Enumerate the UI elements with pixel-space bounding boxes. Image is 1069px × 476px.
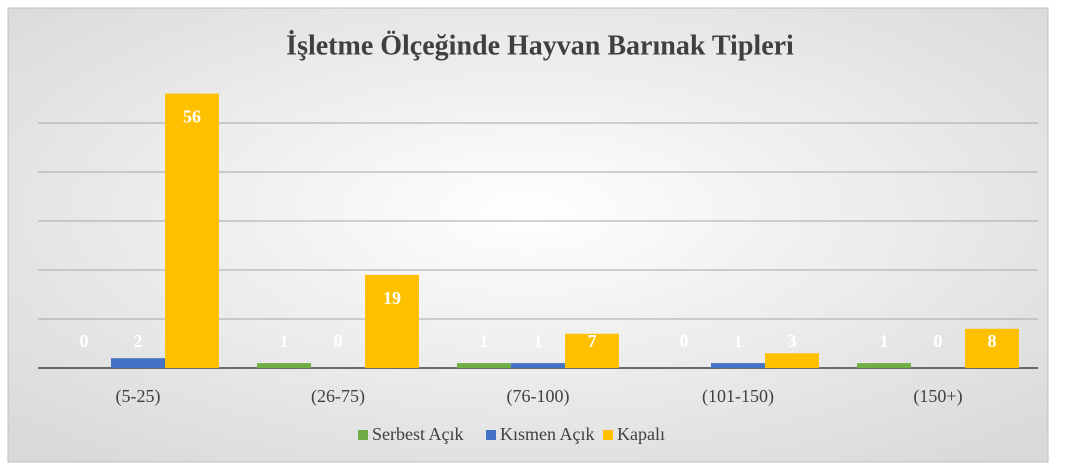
data-label: 3 bbox=[788, 331, 797, 351]
bar bbox=[711, 363, 765, 368]
data-label: 0 bbox=[934, 331, 943, 351]
bar bbox=[511, 363, 565, 368]
legend-label: Serbest Açık bbox=[372, 424, 464, 444]
data-label: 19 bbox=[383, 288, 401, 308]
data-label: 1 bbox=[280, 331, 289, 351]
legend-swatch bbox=[358, 430, 368, 440]
bar bbox=[565, 333, 619, 368]
data-label: 0 bbox=[334, 331, 343, 351]
bar bbox=[857, 363, 911, 368]
x-tick-label: (101-150) bbox=[702, 386, 774, 407]
bar bbox=[965, 328, 1019, 368]
x-tick-label: (26-75) bbox=[311, 386, 365, 407]
legend-swatch bbox=[486, 430, 496, 440]
chart-title: İşletme Ölçeğinde Hayvan Barınak Tipleri bbox=[286, 30, 794, 61]
data-label: 0 bbox=[80, 331, 89, 351]
legend-label: Kısmen Açık bbox=[500, 424, 595, 444]
data-label: 1 bbox=[480, 331, 489, 351]
bar bbox=[457, 363, 511, 368]
bar bbox=[765, 353, 819, 368]
data-label: 1 bbox=[880, 331, 889, 351]
data-label: 8 bbox=[988, 331, 997, 351]
x-tick-label: (150+) bbox=[913, 386, 962, 407]
bar bbox=[365, 274, 419, 368]
x-tick-label: (76-100) bbox=[507, 386, 570, 407]
bar bbox=[165, 93, 219, 368]
legend-swatch bbox=[603, 430, 613, 440]
data-label: 1 bbox=[734, 331, 743, 351]
x-tick-label: (5-25) bbox=[116, 386, 161, 407]
data-label: 7 bbox=[588, 331, 597, 351]
bar bbox=[111, 358, 165, 368]
data-label: 56 bbox=[183, 107, 201, 127]
data-label: 1 bbox=[534, 331, 543, 351]
data-label: 2 bbox=[134, 331, 143, 351]
legend-label: Kapalı bbox=[617, 424, 665, 444]
data-label: 0 bbox=[680, 331, 689, 351]
bar bbox=[257, 363, 311, 368]
